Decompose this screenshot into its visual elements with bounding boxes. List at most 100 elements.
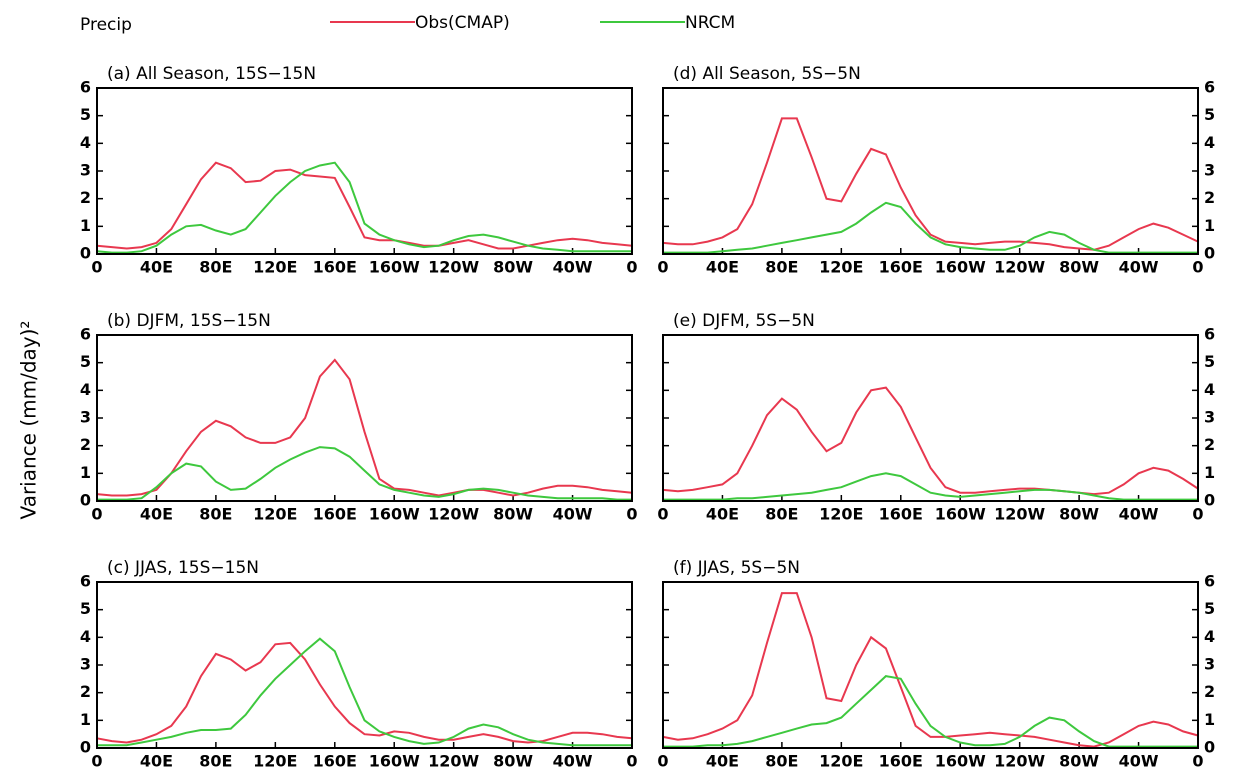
x-tick-label: 80W [493, 505, 533, 524]
x-tick-label: 80E [199, 752, 232, 771]
y-tick-label: 4 [1204, 380, 1215, 399]
series-line [96, 358, 633, 497]
x-tick-label: 40W [1119, 505, 1159, 524]
series-line [96, 161, 632, 254]
y-tick-label: 2 [80, 682, 91, 701]
x-tick-label: 0 [91, 258, 102, 277]
y-tick-label: 0 [1204, 244, 1215, 263]
x-tick-label: 120E [253, 505, 297, 524]
x-tick-label: 120E [819, 505, 863, 524]
x-tick-label: 80E [765, 752, 798, 771]
panel-title: (a) All Season, 15S−15N [107, 64, 316, 84]
series-line [662, 386, 1199, 496]
x-tick-label: 80W [1059, 258, 1099, 277]
x-tick-label: 0 [91, 505, 102, 524]
x-tick-label: 160W [369, 258, 420, 277]
x-tick-label: 120W [428, 505, 479, 524]
x-tick-label: 0 [91, 752, 102, 771]
x-tick-label: 0 [1192, 752, 1203, 771]
y-tick-label: 2 [1204, 435, 1215, 454]
y-tick-label: 6 [80, 325, 91, 344]
legend-label: NRCM [685, 13, 735, 33]
x-tick-label: 80W [1059, 752, 1099, 771]
series-line [663, 201, 1198, 254]
x-tick-label: 40W [553, 752, 593, 771]
y-tick-label: 5 [80, 105, 91, 124]
x-tick-label: 160W [935, 258, 986, 277]
x-tick-label: 40E [140, 752, 173, 771]
x-tick-label: 40W [553, 505, 593, 524]
x-tick-label: 120E [819, 258, 863, 277]
x-tick-label: 0 [1192, 258, 1203, 277]
x-tick-label: 80W [493, 258, 533, 277]
plot-frame [662, 87, 1199, 255]
y-tick-label: 1 [1204, 216, 1215, 235]
panel-title: (e) DJFM, 5S−5N [673, 311, 815, 331]
panel-title: (d) All Season, 5S−5N [673, 64, 861, 84]
y-tick-label: 1 [1204, 710, 1215, 729]
y-tick-label: 6 [1204, 572, 1215, 591]
y-tick-label: 0 [1204, 491, 1215, 510]
y-tick-label: 4 [80, 133, 91, 152]
x-tick-label: 40W [553, 258, 593, 277]
x-tick-label: 120W [994, 505, 1045, 524]
panel-title: (c) JJAS, 15S−15N [107, 558, 259, 578]
x-tick-label: 80E [765, 505, 798, 524]
x-tick-label: 80E [765, 258, 798, 277]
x-tick-label: 120W [428, 752, 479, 771]
x-tick-label: 0 [657, 505, 668, 524]
x-tick-label: 40E [706, 505, 739, 524]
y-tick-label: 5 [1204, 105, 1215, 124]
y-tick-label: 6 [80, 572, 91, 591]
y-tick-label: 5 [80, 352, 91, 371]
y-tick-label: 4 [1204, 133, 1215, 152]
x-tick-label: 120E [819, 752, 863, 771]
y-tick-label: 1 [1204, 463, 1215, 482]
y-tick-label: 5 [1204, 352, 1215, 371]
series-line [662, 117, 1199, 251]
y-tick-label: 3 [80, 655, 91, 674]
y-tick-label: 4 [80, 627, 91, 646]
x-tick-label: 40W [1119, 752, 1159, 771]
panel-title: (b) DJFM, 15S−15N [107, 311, 271, 331]
plot-frame [96, 87, 633, 255]
y-tick-label: 3 [80, 161, 91, 180]
y-tick-label: 3 [80, 408, 91, 427]
series-line [97, 637, 632, 747]
y-tick-label: 6 [1204, 325, 1215, 344]
x-tick-label: 160W [935, 505, 986, 524]
y-tick-label: 3 [1204, 161, 1215, 180]
y-tick-label: 0 [80, 491, 91, 510]
y-tick-label: 0 [80, 244, 91, 263]
y-tick-label: 4 [80, 380, 91, 399]
panel-title: (f) JJAS, 5S−5N [673, 558, 800, 578]
x-tick-label: 40W [1119, 258, 1159, 277]
legend-label: Obs(CMAP) [415, 13, 510, 33]
x-tick-label: 120W [428, 258, 479, 277]
x-tick-label: 160W [369, 752, 420, 771]
x-tick-label: 120E [253, 752, 297, 771]
x-tick-label: 40E [706, 752, 739, 771]
y-tick-label: 6 [1204, 78, 1215, 97]
series-line [97, 446, 632, 501]
y-tick-label: 5 [80, 599, 91, 618]
x-tick-label: 40E [140, 258, 173, 277]
x-tick-label: 120W [994, 258, 1045, 277]
y-tick-label: 0 [1204, 738, 1215, 757]
y-tick-label: 6 [80, 78, 91, 97]
figure-title: Precip [80, 15, 132, 35]
x-tick-label: 160E [313, 752, 357, 771]
x-tick-label: 80E [199, 258, 232, 277]
y-tick-label: 5 [1204, 599, 1215, 618]
y-tick-label: 2 [80, 188, 91, 207]
y-tick-label: 4 [1204, 627, 1215, 646]
plot-frame [96, 581, 633, 749]
x-tick-label: 80E [199, 505, 232, 524]
x-tick-label: 80W [493, 752, 533, 771]
x-tick-label: 160E [879, 505, 923, 524]
x-tick-label: 160E [879, 258, 923, 277]
series-line [663, 472, 1198, 501]
y-tick-label: 1 [80, 216, 91, 235]
x-tick-label: 0 [626, 258, 637, 277]
